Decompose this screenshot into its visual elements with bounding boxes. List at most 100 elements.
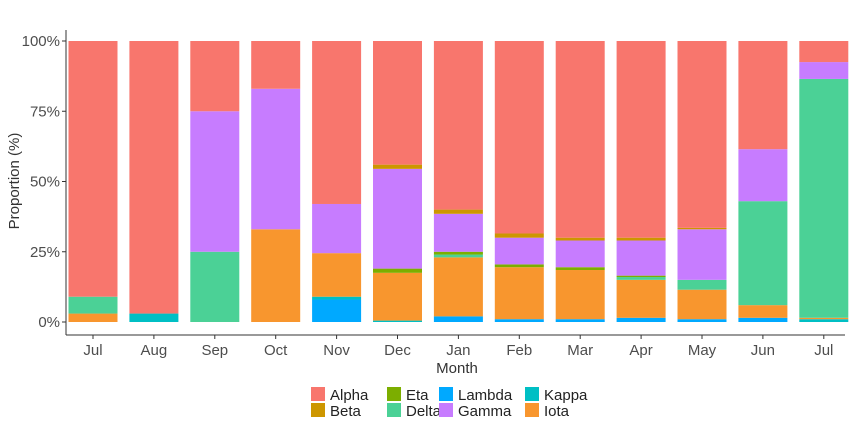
- bar-segment-eta: [433, 251, 483, 255]
- bar-segment-delta: [799, 78, 849, 318]
- bar-segment-iota: [494, 267, 544, 320]
- bar-segment-gamma: [433, 213, 483, 252]
- bar-segment-eta: [494, 264, 544, 268]
- y-tick-label: 50%: [30, 174, 60, 191]
- bars-layer: [68, 41, 849, 322]
- x-axis-ticks: Jul Aug Sep Oct Nov Dec Jan Feb Mar Apr May Jun Jul: [83, 335, 833, 359]
- legend-swatch-beta: [311, 403, 325, 417]
- bar-segment-gamma: [251, 88, 301, 230]
- bar-segment-kappa: [312, 296, 362, 300]
- bar-segment-iota: [312, 253, 362, 297]
- bar-segment-lambda: [555, 319, 605, 322]
- legend-swatch-alpha: [311, 387, 325, 401]
- legend-swatch-lambda: [439, 387, 453, 401]
- legend-swatch-delta: [387, 403, 401, 417]
- bar-segment-iota: [251, 229, 301, 322]
- x-tick-label: Oct: [264, 342, 288, 359]
- legend-label-gamma: Gamma: [458, 403, 512, 420]
- legend-label-iota: Iota: [544, 403, 570, 420]
- bar-segment-lambda: [433, 316, 483, 322]
- legend-label-delta: Delta: [406, 403, 442, 420]
- legend-swatch-iota: [525, 403, 539, 417]
- legend-label-lambda: Lambda: [458, 387, 513, 404]
- bar-segment-lambda: [677, 319, 727, 322]
- bar-segment-iota: [555, 270, 605, 320]
- bar-segment-delta: [677, 279, 727, 290]
- x-tick-label: Sep: [201, 342, 228, 359]
- bar-segment-alpha: [616, 41, 666, 238]
- bar-segment-gamma: [677, 229, 727, 280]
- bar-segment-beta: [433, 209, 483, 214]
- bar-segment-alpha: [68, 41, 118, 297]
- bar-segment-alpha: [555, 41, 605, 238]
- bar-segment-lambda: [312, 299, 362, 322]
- bar-segment-gamma: [555, 240, 605, 268]
- bar-segment-beta: [373, 164, 422, 169]
- bar-segment-iota: [68, 313, 118, 322]
- x-tick-label: Jan: [446, 342, 470, 359]
- bar-segment-alpha: [129, 41, 179, 314]
- legend-swatch-gamma: [439, 403, 453, 417]
- y-axis-ticks: 0% 25% 50% 75% 100%: [22, 33, 66, 331]
- x-tick-label: Nov: [323, 342, 350, 359]
- bar-segment-kappa: [129, 313, 179, 322]
- bar-segment-beta: [555, 237, 605, 241]
- legend-label-kappa: Kappa: [544, 387, 588, 404]
- bar-segment-delta: [433, 254, 483, 258]
- bar-segment-alpha: [677, 41, 727, 228]
- bar-segment-iota: [799, 317, 849, 320]
- bar-segment-gamma: [373, 168, 422, 269]
- y-axis-title: Proportion (%): [6, 133, 23, 230]
- x-axis-title: Month: [436, 360, 478, 377]
- x-tick-label: Jul: [814, 342, 833, 359]
- bar-segment-gamma: [190, 111, 240, 252]
- bar-segment-lambda: [494, 319, 544, 322]
- bar-segment-alpha: [433, 41, 483, 210]
- bar-segment-kappa: [799, 319, 849, 322]
- bar-segment-alpha: [494, 41, 544, 234]
- bar-segment-iota: [677, 289, 727, 320]
- bar-segment-alpha: [312, 41, 362, 204]
- bar-segment-beta: [494, 233, 544, 238]
- bar-segment-delta: [738, 201, 788, 306]
- bar-segment-eta: [555, 267, 605, 271]
- bar-segment-lambda: [616, 317, 666, 322]
- legend-swatch-kappa: [525, 387, 539, 401]
- bar-segment-gamma: [738, 149, 788, 202]
- y-tick-label: 100%: [22, 33, 60, 50]
- x-tick-label: May: [688, 342, 717, 359]
- bar-segment-gamma: [616, 240, 666, 276]
- y-tick-label: 75%: [30, 103, 60, 120]
- bar-segment-delta: [68, 296, 118, 314]
- x-tick-label: Aug: [141, 342, 168, 359]
- bar-segment-iota: [616, 279, 666, 318]
- bar-segment-eta: [373, 268, 422, 273]
- bar-segment-iota: [738, 305, 788, 318]
- bar-segment-iota: [433, 257, 483, 317]
- bar-segment-alpha: [373, 41, 422, 165]
- bar-segment-iota: [373, 272, 422, 321]
- bar-segment-alpha: [251, 41, 301, 89]
- bar-segment-gamma: [312, 203, 362, 254]
- bar-segment-alpha: [799, 41, 849, 63]
- x-tick-label: Apr: [629, 342, 652, 359]
- bar-segment-gamma: [799, 62, 849, 79]
- legend-label-beta: Beta: [330, 403, 362, 420]
- legend-label-eta: Eta: [406, 387, 429, 404]
- legend-swatch-eta: [387, 387, 401, 401]
- bar-segment-gamma: [494, 237, 544, 265]
- bar-segment-beta: [677, 227, 727, 230]
- x-tick-label: Feb: [506, 342, 532, 359]
- legend-label-alpha: Alpha: [330, 387, 369, 404]
- y-tick-label: 0%: [38, 314, 60, 331]
- bar-segment-eta: [616, 275, 666, 278]
- bar-segment-delta: [190, 251, 240, 322]
- bar-segment-alpha: [190, 41, 240, 112]
- bar-segment-beta: [616, 237, 666, 241]
- bar-segment-delta: [616, 277, 666, 280]
- bar-segment-alpha: [738, 41, 788, 150]
- x-tick-label: Jun: [751, 342, 775, 359]
- bar-segment-kappa: [373, 320, 422, 322]
